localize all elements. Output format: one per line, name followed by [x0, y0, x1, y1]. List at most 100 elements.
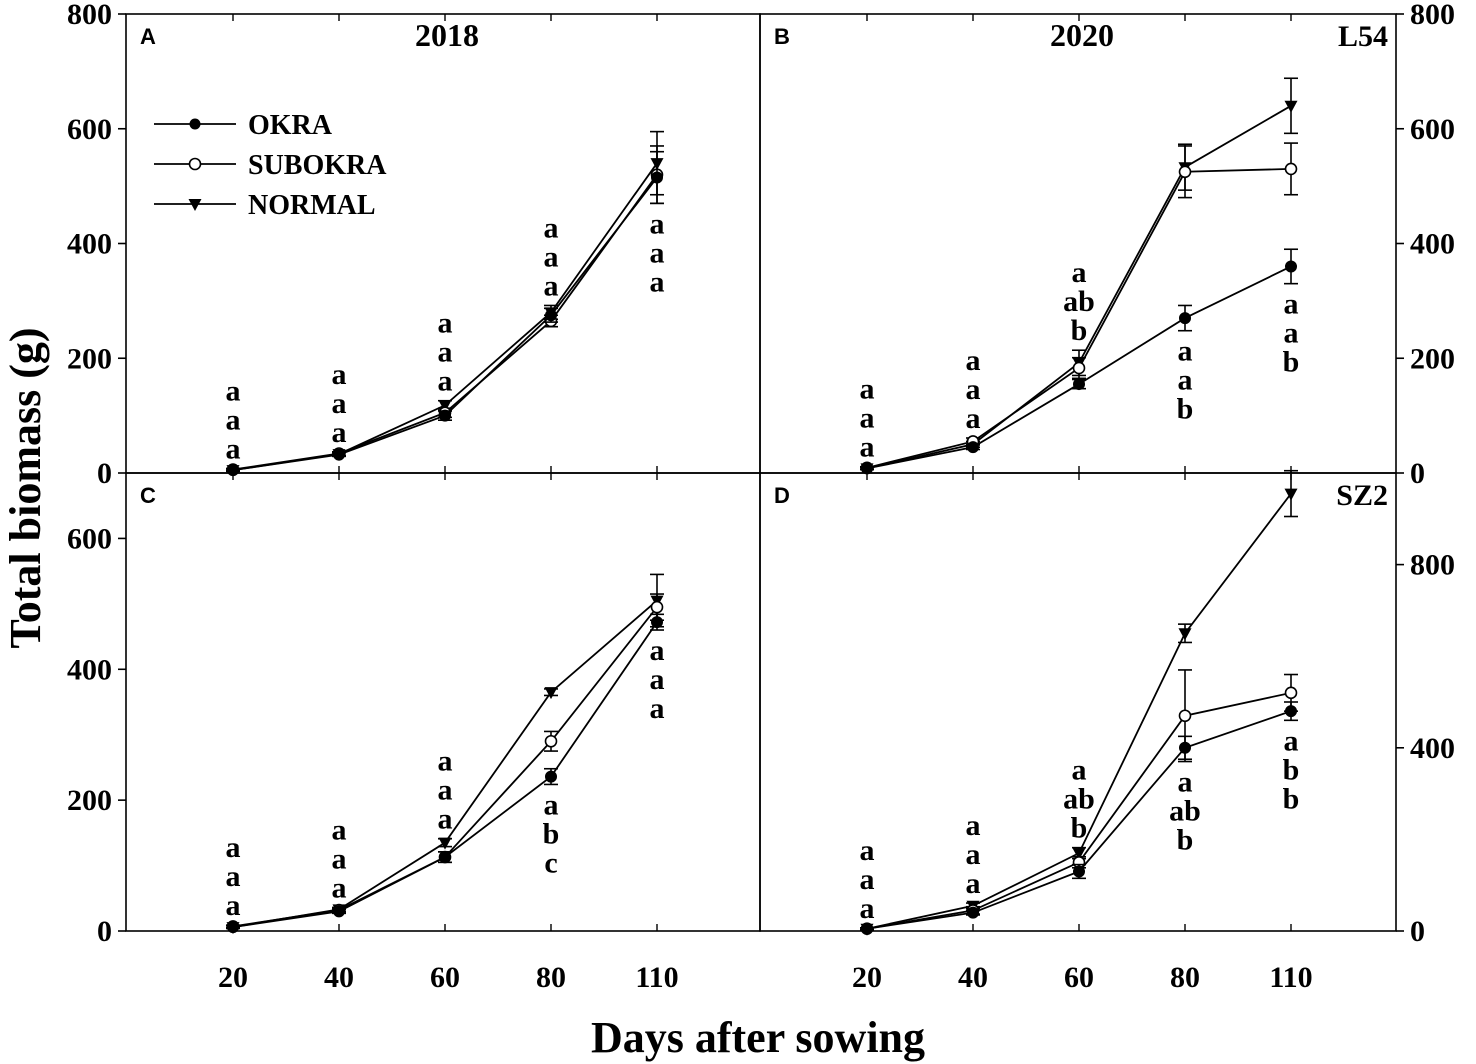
- data-point-okra: [1179, 312, 1191, 325]
- significance-letter: a: [650, 207, 665, 240]
- significance-letter: a: [860, 373, 875, 406]
- significance-letter: a: [1178, 335, 1193, 368]
- panel-letter: B: [774, 24, 790, 49]
- data-point-okra: [1073, 378, 1085, 391]
- legend-marker-subokra: [188, 157, 202, 171]
- significance-letter: a: [860, 834, 875, 867]
- data-point-normal: [438, 837, 452, 850]
- data-point-okra: [545, 309, 557, 322]
- significance-letter: a: [332, 813, 347, 846]
- y-tick-label: 200: [1410, 342, 1455, 375]
- significance-letter: a: [860, 863, 875, 896]
- y-tick-label: 800: [1410, 549, 1455, 582]
- panel-variety: L54: [1338, 20, 1388, 53]
- x-tick-label: 20: [218, 961, 248, 994]
- legend-label: SUBOKRA: [248, 150, 387, 181]
- significance-letter: ab: [1063, 783, 1095, 816]
- significance-letter: b: [1071, 812, 1088, 845]
- y-tick-label: 200: [67, 784, 112, 817]
- significance-letter: a: [1072, 256, 1087, 289]
- significance-letter: a: [650, 634, 665, 667]
- panel-letter: D: [774, 483, 790, 508]
- data-point-subokra: [1072, 361, 1086, 375]
- significance-letter: a: [226, 432, 241, 465]
- x-tick-label: 80: [1170, 961, 1200, 994]
- significance-letter: a: [226, 403, 241, 436]
- legend-label: NORMAL: [248, 190, 376, 221]
- y-tick-label: 0: [97, 915, 112, 948]
- significance-letter: a: [966, 344, 981, 377]
- significance-letter: a: [438, 774, 453, 807]
- significance-letter: a: [1284, 317, 1299, 350]
- significance-letter: a: [966, 809, 981, 842]
- significance-letter: c: [544, 846, 557, 879]
- significance-letter: a: [226, 860, 241, 893]
- panel-letter: A: [140, 24, 156, 49]
- y-tick-label: 800: [1410, 0, 1455, 31]
- y-tick-label: 400: [67, 653, 112, 686]
- significance-letter: a: [1072, 754, 1087, 787]
- significance-letter: a: [438, 365, 453, 398]
- data-point-okra: [967, 906, 979, 919]
- significance-letter: a: [1178, 364, 1193, 397]
- data-point-okra: [1179, 741, 1191, 754]
- x-axis-title: Days after sowing: [591, 1013, 925, 1062]
- panel-frame: [759, 472, 1397, 932]
- panel-frame: [759, 13, 1397, 474]
- significance-letter: a: [1178, 766, 1193, 799]
- y-tick-label: 800: [67, 0, 112, 31]
- series-okra: [860, 248, 1298, 475]
- legend-marker-normal: [188, 199, 202, 211]
- y-tick-label: 400: [1410, 228, 1455, 261]
- legend-label: OKRA: [248, 110, 333, 141]
- significance-letter: a: [650, 663, 665, 696]
- data-point-okra: [439, 409, 451, 422]
- significance-letter: a: [966, 838, 981, 871]
- shared-x-axis: 20 40 60 80 110 20 40 60 80 110: [218, 961, 1313, 994]
- data-point-subokra: [1178, 709, 1192, 723]
- x-tick-label: 110: [635, 961, 678, 994]
- significance-letter: b: [1071, 314, 1088, 347]
- significance-letter: a: [1284, 288, 1299, 321]
- x-tick-label: 40: [958, 961, 988, 994]
- y-tick-label: 0: [1410, 915, 1425, 948]
- significance-letter: ab: [1169, 795, 1201, 828]
- panel-variety: SZ2: [1336, 479, 1388, 512]
- y-tick-label: 400: [1410, 732, 1455, 765]
- significance-letter: a: [332, 842, 347, 875]
- significance-letter: b: [543, 817, 560, 850]
- series-normal: [226, 130, 664, 478]
- significance-letter: a: [544, 240, 559, 273]
- data-point-okra: [1285, 705, 1297, 718]
- significance-letter: a: [438, 803, 453, 836]
- significance-letter: a: [650, 236, 665, 269]
- significance-letter: ab: [1063, 285, 1095, 318]
- significance-letter: a: [332, 416, 347, 449]
- data-point-normal: [1284, 100, 1298, 113]
- data-point-normal: [438, 400, 452, 413]
- significance-letter: b: [1177, 393, 1194, 426]
- data-point-okra: [861, 922, 873, 935]
- significance-letter: b: [1177, 824, 1194, 857]
- significance-letter: b: [1283, 346, 1300, 379]
- significance-letter: a: [544, 211, 559, 244]
- series-okra: [226, 613, 664, 934]
- significance-letter: a: [650, 692, 665, 725]
- data-point-subokra: [1178, 165, 1192, 179]
- series-okra: [860, 701, 1298, 935]
- data-point-normal: [544, 687, 558, 700]
- x-tick-label: 110: [1269, 961, 1312, 994]
- significance-letter: a: [226, 374, 241, 407]
- significance-letter: a: [544, 269, 559, 302]
- significance-letter: a: [860, 892, 875, 925]
- significance-letter: a: [544, 788, 559, 821]
- data-point-okra: [967, 441, 979, 454]
- data-point-okra: [333, 905, 345, 918]
- series-okra: [226, 150, 664, 477]
- data-point-subokra: [1284, 686, 1298, 700]
- data-point-okra: [439, 851, 451, 864]
